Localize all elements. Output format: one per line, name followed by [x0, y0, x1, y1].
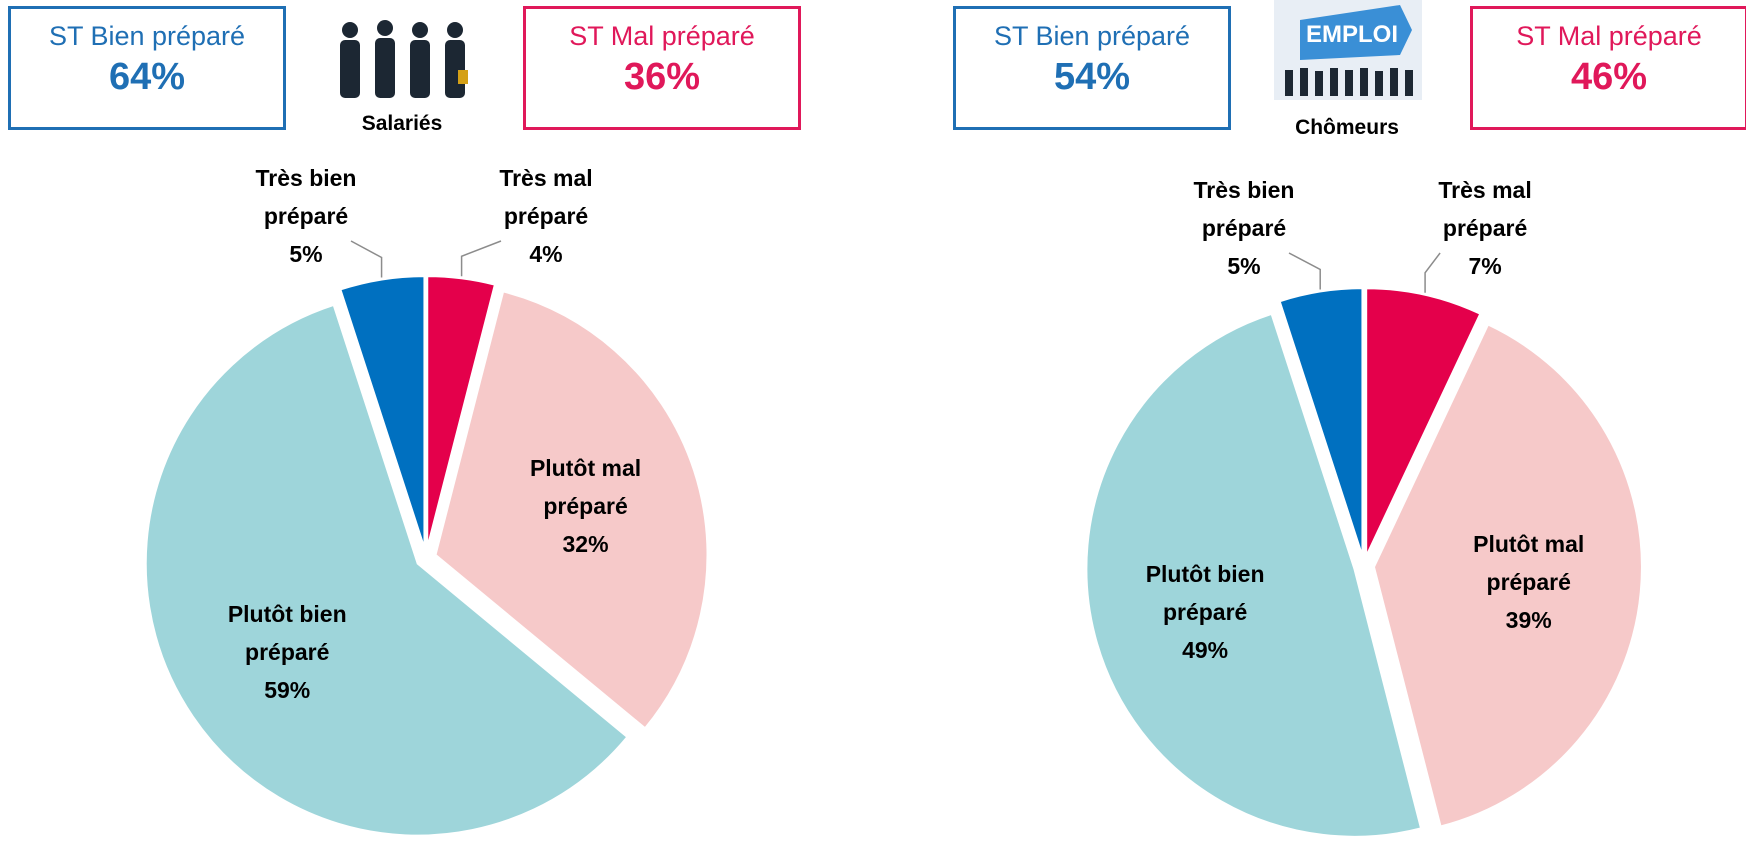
icon-salaries	[340, 20, 468, 98]
summary-box: ST Mal préparé 36%	[523, 6, 801, 130]
pie-title: Salariés	[322, 112, 482, 136]
slice-value: 49%	[1130, 631, 1280, 669]
slice-category: Plutôt mal préparé	[511, 449, 661, 525]
summary-box: ST Bien préparé 54%	[953, 6, 1231, 130]
slice-value: 7%	[1410, 247, 1560, 285]
summary-value: 36%	[526, 56, 798, 99]
summary-label: ST Mal préparé	[526, 21, 798, 52]
slice-category: Très mal préparé	[1410, 171, 1560, 247]
slice-category: Très mal préparé	[471, 159, 621, 235]
slice-value: 59%	[212, 671, 362, 709]
summary-value: 46%	[1473, 56, 1745, 99]
slice-category: Très bien préparé	[1169, 171, 1319, 247]
icon-text: EMPLOI	[1306, 21, 1398, 48]
icon-emploi: EMPLOI	[1274, 0, 1422, 100]
slice-category: Plutôt bien préparé	[1130, 555, 1280, 631]
summary-box: ST Bien préparé 64%	[8, 6, 286, 130]
slice-value: 4%	[471, 235, 621, 273]
slice-category: Très bien préparé	[231, 159, 381, 235]
summary-label: ST Mal préparé	[1473, 21, 1745, 52]
summary-label: ST Bien préparé	[11, 21, 283, 52]
slice-value: 5%	[231, 235, 381, 273]
summary-value: 64%	[11, 56, 283, 99]
pie-title: Chômeurs	[1267, 116, 1427, 140]
summary-label: ST Bien préparé	[956, 21, 1228, 52]
summary-box: ST Mal préparé 46%	[1470, 6, 1746, 130]
slice-value: 32%	[511, 525, 661, 563]
summary-value: 54%	[956, 56, 1228, 99]
slice-category: Plutôt mal préparé	[1454, 525, 1604, 601]
slice-value: 5%	[1169, 247, 1319, 285]
slice-value: 39%	[1454, 601, 1604, 639]
slice-category: Plutôt bien préparé	[212, 595, 362, 671]
page: EMPLOI (() => { const data = JSON.parse(…	[0, 0, 1746, 842]
